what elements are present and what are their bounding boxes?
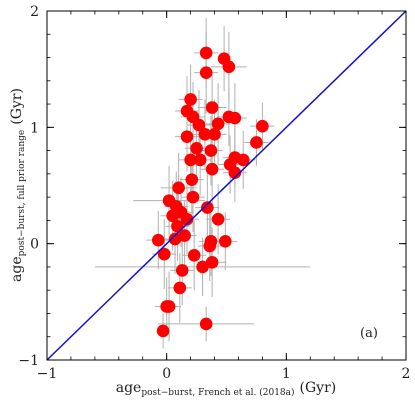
data-point [228,111,242,125]
tick-labels: −1 0 1 2 −1 0 1 2 [18,4,410,382]
data-point [180,212,194,226]
data-point [199,46,213,60]
x-tick-label: −1 [37,366,58,382]
y-tick-label: 2 [30,4,39,20]
data-point [256,119,269,133]
y-axis-label-unit: (Gyr) [9,88,25,125]
data-point [250,136,263,149]
panel-label: (a) [360,326,378,341]
y-axis-label-main: age [9,256,25,282]
data-point [205,255,219,269]
data-point [151,233,165,247]
x-tick-label: 2 [402,366,411,382]
data-point [190,141,203,155]
data-point [205,101,219,114]
y-tick-label: 0 [30,237,39,253]
data-point [196,260,209,274]
data-point [222,60,236,74]
data-point [184,93,197,106]
y-tick-label: −1 [18,353,39,369]
x-tick-label: 1 [282,366,291,382]
data-point [180,130,194,143]
data-points [151,46,269,338]
data-point [236,153,250,167]
tick-marks [46,10,407,361]
x-tick-label: 0 [162,366,171,382]
y-axis-label-sub: post−burst, full prior range [17,130,27,257]
y-tick-label: 1 [30,120,39,136]
data-point [208,128,221,141]
data-point [175,264,189,277]
data-point [166,209,179,223]
x-axis-label-main: age [116,380,142,396]
data-point [156,324,170,338]
data-point [199,317,213,331]
data-point [187,249,201,262]
data-point [203,239,217,253]
data-point [173,281,187,295]
data-point [178,229,191,242]
data-point [211,212,225,226]
x-axis-label: agepost−burst, French et al. (2018a) (Gyr… [116,380,337,398]
plot-frame [46,10,407,361]
data-point [186,190,200,204]
data-point [185,173,199,186]
data-point [168,232,182,246]
data-point [192,118,206,132]
data-point [205,162,219,176]
data-point [204,144,218,157]
data-point [157,247,171,261]
one-to-one-line [46,10,407,361]
data-point [198,128,212,141]
data-point [160,300,173,313]
y-axis-label: agepost−burst, full prior range (Gyr) [9,88,27,282]
data-point [228,166,242,180]
data-point [184,153,197,167]
data-point [172,181,185,195]
data-point [199,66,213,79]
x-axis-label-unit: (Gyr) [300,380,337,396]
data-point [211,117,225,131]
data-point [219,235,232,248]
data-point [193,153,207,167]
data-point [201,201,214,214]
x-axis-label-sub: post−burst, French et al. (2018a) [141,387,294,398]
